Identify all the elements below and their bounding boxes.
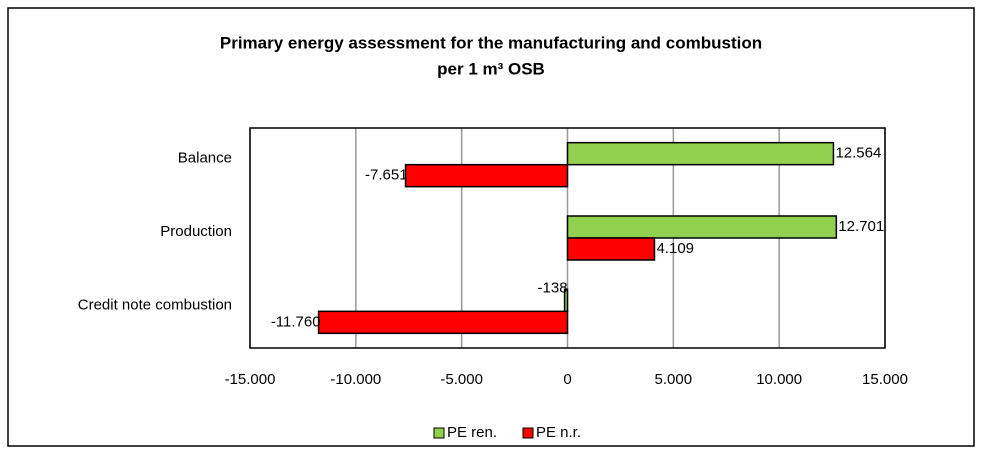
data-label: -7.651 [365,167,408,184]
legend-swatch [433,427,445,439]
x-tick-label: 0 [563,371,571,388]
x-tick-label: -15.000 [225,371,276,388]
bar [317,310,569,335]
legend-label: PE ren. [447,424,497,441]
bar [566,141,835,166]
x-tick-label: 10.000 [756,371,802,388]
data-label: 12.701 [838,218,884,235]
x-tick-label: 15.000 [862,371,908,388]
legend-label: PE n.r. [536,424,581,441]
bar [404,163,569,188]
chart-title: per 1 m³ OSB [437,59,545,78]
bar [566,215,838,239]
data-label: 12.564 [835,145,881,162]
data-label: -138 [538,279,568,296]
y-tick-label: Credit note combustion [78,296,232,313]
x-tick-label: -5.000 [440,371,483,388]
data-label: -11.760 [271,313,321,330]
y-tick-label: Production [160,223,232,240]
data-label: 4.109 [656,240,694,257]
x-tick-label: 5.000 [655,371,693,388]
bar [566,237,656,261]
x-tick-label: -10.000 [330,371,381,388]
legend-swatch [522,427,534,439]
y-tick-label: Balance [178,150,232,167]
chart-title: Primary energy assessment for the manufa… [220,33,762,52]
plot-border [249,127,886,349]
